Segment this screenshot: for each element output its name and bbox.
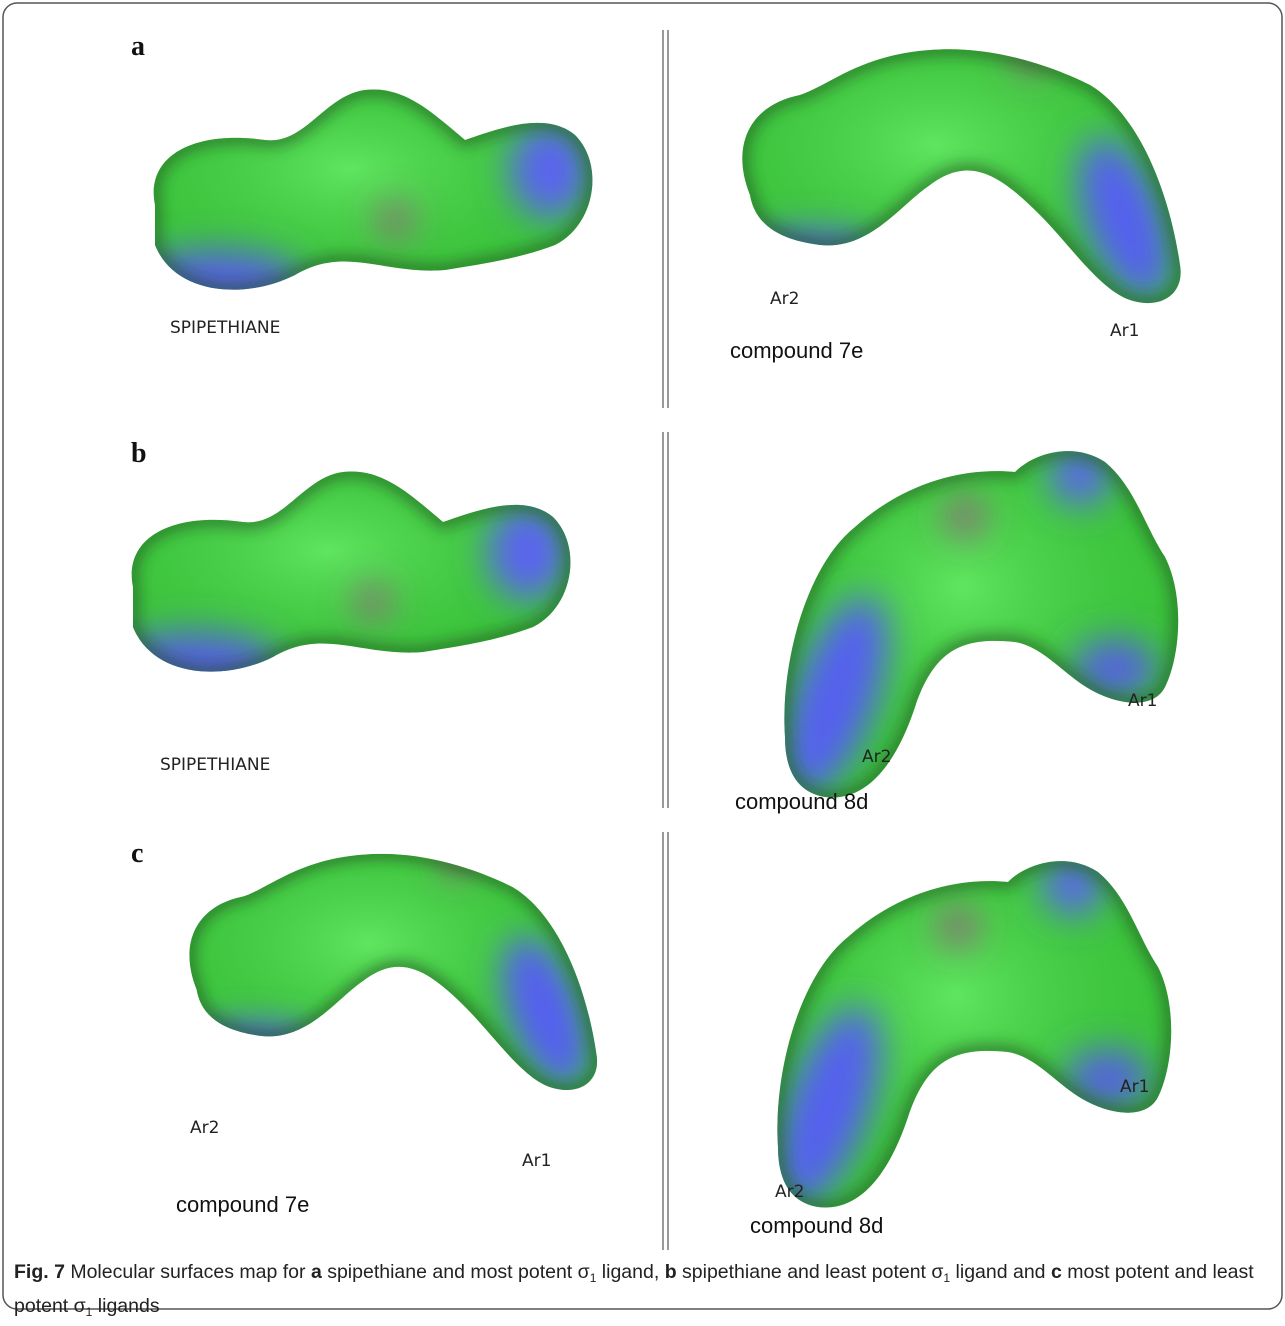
caption-panel: c	[1051, 1261, 1062, 1283]
ring-label: Ar2	[862, 747, 891, 767]
ring-label: Ar2	[775, 1182, 804, 1202]
surface-spipethiane	[125, 65, 625, 325]
panel-label: c	[131, 838, 143, 869]
molecule-name: compound 8d	[750, 1213, 883, 1238]
caption-text: spipethiane and least potent σ	[677, 1261, 944, 1283]
caption-panel: b	[665, 1261, 677, 1283]
caption-panel: a	[311, 1261, 322, 1283]
surface-7e	[159, 831, 624, 1110]
separators	[663, 30, 668, 1250]
panel-label: b	[131, 438, 147, 469]
molecule-name: compound 8d	[735, 789, 868, 814]
page: Fig. 7 {"panels": [ {"label": "a", "left…	[0, 0, 1285, 1313]
molecule-name: SPIPETHIANE	[170, 318, 280, 338]
ring-label: Ar1	[522, 1151, 551, 1171]
caption-text: Molecular surfaces map for	[65, 1261, 311, 1283]
body: a SPIPETHIANE Ar2 Ar1 compound 7e b SPIP…	[0, 0, 1285, 1313]
caption: Fig. 7 Molecular surfaces map for a spip…	[14, 1258, 1269, 1326]
surface-8d	[762, 427, 1205, 827]
ring-label: Ar2	[770, 289, 799, 309]
ring-label: Ar2	[190, 1118, 219, 1138]
caption-text: ligand and	[950, 1261, 1051, 1283]
molecule-name: compound 7e	[176, 1192, 309, 1217]
molecule-name: compound 7e	[730, 338, 863, 363]
caption-text: ligands	[92, 1295, 159, 1317]
ring-label: Ar1	[1120, 1077, 1149, 1097]
ring-label: Ar1	[1110, 321, 1139, 341]
ring-label: Ar1	[1128, 691, 1157, 711]
surface-spipethiane	[103, 447, 603, 707]
figure: a SPIPETHIANE Ar2 Ar1 compound 7e b SPIP…	[0, 0, 1285, 1313]
caption-text: spipethiane and most potent σ	[322, 1261, 590, 1283]
molecule-name: SPIPETHIANE	[160, 755, 270, 775]
caption-text: ligand,	[596, 1261, 664, 1283]
panel-label: a	[131, 31, 145, 62]
surface-7e	[710, 25, 1210, 325]
surface-8d	[755, 837, 1198, 1237]
caption-figure-number: Fig. 7	[14, 1261, 65, 1283]
